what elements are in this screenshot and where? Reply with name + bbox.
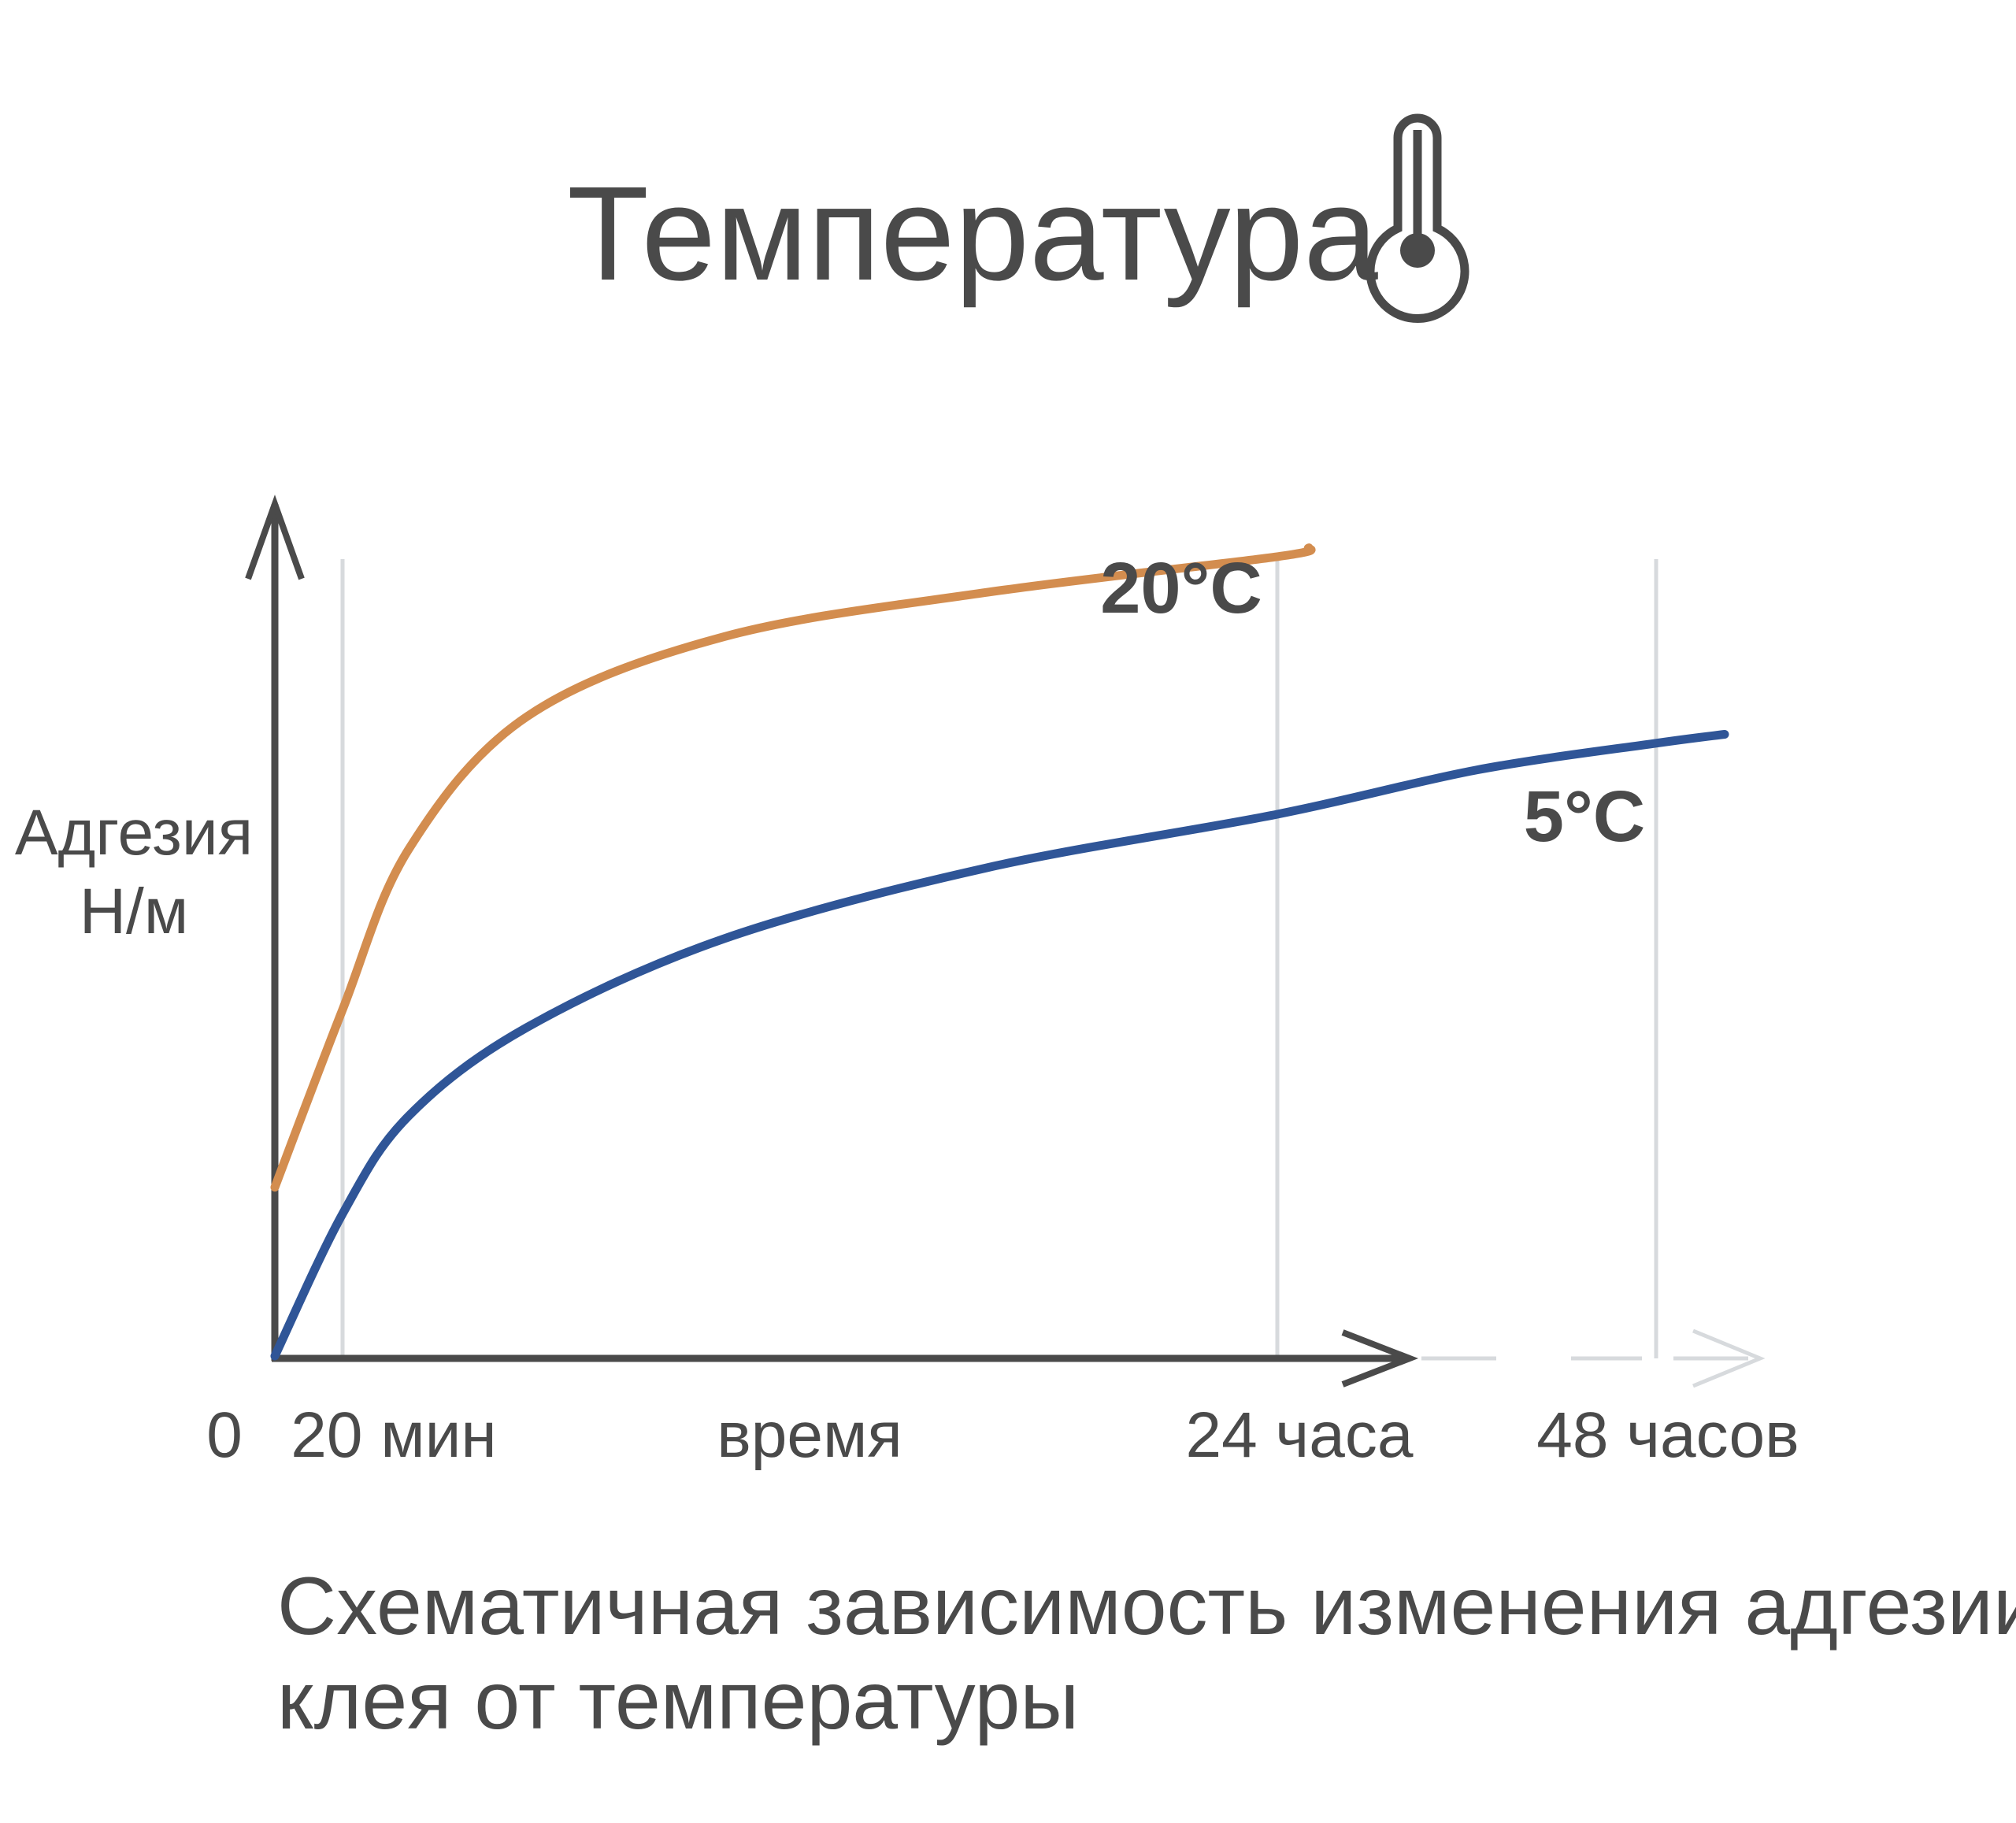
y-axis [245,495,305,1361]
thermometer-icon [1366,113,1469,323]
x-tick-label-20min: 20 мин [291,1399,496,1471]
series-line-5c [270,730,1729,1361]
x-tick-label-24h: 24 часа [1186,1399,1414,1471]
x-axis [272,1329,1419,1388]
x-axis-label: время [717,1399,902,1471]
x-tick-label-zero: 0 [206,1399,243,1471]
caption-line-1: Схематичная зависимость изменения адгези… [277,1561,2016,1652]
x-axis-extension [1421,1328,1766,1388]
y-axis-label-line2: Н/м [80,876,188,947]
x-tick-label-48h: 48 часов [1536,1399,1799,1471]
y-axis-label-line1: Адгезия [15,797,253,869]
page-title: Температура [567,159,1378,309]
series-label-20c: 20°C [1100,548,1262,628]
caption-line-2: клея от температуры [277,1655,1079,1747]
series-label-5c: 5°C [1524,776,1645,857]
series-line-20c [270,543,1316,1192]
